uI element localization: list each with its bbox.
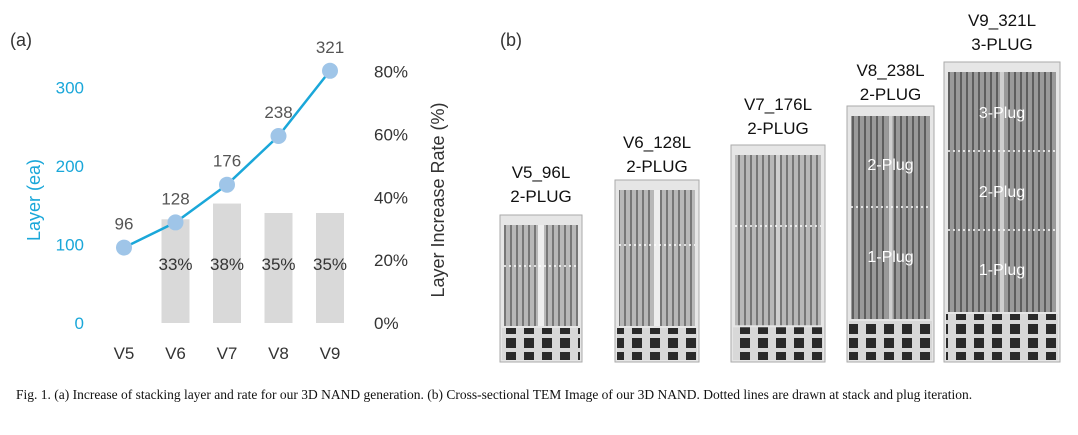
left-tick-label: 200	[56, 157, 84, 176]
tem-title-generation: V8_238L	[856, 61, 924, 80]
rate-bars	[161, 203, 344, 323]
layer-point	[116, 239, 132, 256]
tem-slit	[654, 190, 660, 326]
tem-slit	[888, 116, 893, 320]
left-tick-label: 0	[75, 314, 84, 333]
tem-plug-label: 1-Plug	[979, 262, 1025, 279]
tem-bottom-circuit	[502, 328, 580, 360]
tem-slit	[776, 155, 780, 326]
tem-image-group: V6_128L 2-PLUG	[614, 133, 700, 363]
layer-point-label: 128	[161, 189, 189, 208]
layer-point	[167, 214, 184, 231]
x-axis-ticks: V5 V6 V7 V8 V9	[114, 344, 341, 363]
tem-bottom-circuit	[733, 327, 823, 360]
tem-images: V5_96L2-PLUGV6_128L2-PLUGV7_176L2-PLUGV8…	[499, 11, 1061, 363]
right-tick-label: 20%	[374, 251, 408, 270]
tem-title-plug: 2-PLUG	[860, 85, 921, 104]
layer-point-label: 176	[213, 152, 241, 171]
right-tick-label: 0%	[374, 314, 399, 333]
tem-plug-label: 2-Plug	[979, 184, 1025, 201]
layer-chart: 0 100 200 300 0% 20% 40% 60% 80% V5 V6 V7 V8 V9 96 1…	[24, 38, 448, 363]
rate-bar-label: 35%	[313, 255, 347, 274]
tem-bottom-circuit	[946, 314, 1058, 360]
tem-plug-label: 3-Plug	[979, 105, 1025, 122]
x-tick-label: V5	[114, 344, 135, 363]
tem-plug-label: 1-Plug	[867, 249, 913, 266]
left-tick-label: 100	[56, 235, 84, 254]
tem-title-plug: 2-PLUG	[510, 187, 571, 206]
tem-image-group: V7_176L 2-PLUG	[730, 95, 826, 363]
tem-title-generation: V6_128L	[623, 133, 691, 152]
layer-point-label: 238	[264, 103, 292, 122]
layer-point	[322, 62, 338, 79]
layer-point-label: 96	[115, 215, 134, 234]
tem-slit	[538, 225, 544, 326]
right-tick-label: 60%	[374, 125, 408, 144]
tem-title-generation: V7_176L	[744, 95, 812, 114]
rate-bar	[264, 213, 293, 323]
layer-point	[219, 176, 235, 193]
layer-points	[116, 62, 338, 256]
layer-point	[270, 128, 287, 144]
figure-caption: Fig. 1. (a) Increase of stacking layer a…	[16, 387, 973, 402]
rate-bar-label: 35%	[261, 255, 295, 274]
tem-image-group: V5_96L 2-PLUG	[499, 163, 583, 363]
layer-point-labels: 96 128 176 238 321	[115, 38, 345, 234]
x-tick-label: V8	[268, 344, 289, 363]
figure: (a) 0 100 200 300 0% 20% 40% 60% 80% V5 V6 V7 V8 V9…	[10, 11, 1061, 363]
right-axis-ticks: 0% 20% 40% 60% 80%	[374, 63, 408, 333]
tem-title-plug: 2-PLUG	[626, 157, 687, 176]
tem-title-generation: V9_321L	[968, 11, 1036, 30]
left-axis-ticks: 0 100 200 300	[56, 78, 84, 333]
rate-bar	[213, 203, 241, 323]
y2-axis-title: Layer Increase Rate (%)	[428, 102, 448, 297]
layer-point-label: 321	[316, 38, 344, 57]
tem-title-plug: 3-PLUG	[971, 35, 1032, 54]
right-tick-label: 40%	[374, 188, 408, 207]
rate-bar-labels: 33% 38% 35% 35%	[158, 255, 347, 274]
x-tick-label: V6	[165, 344, 186, 363]
tem-image-group: V9_321L 3-PLUG 3-Plug 2-Plug 1-Plug	[943, 11, 1061, 363]
tem-title-generation: V5_96L	[512, 163, 571, 182]
right-tick-label: 80%	[374, 63, 408, 82]
tem-bottom-circuit	[849, 321, 932, 360]
x-tick-label: V9	[320, 344, 341, 363]
tem-slit	[1000, 72, 1004, 312]
tem-bottom-circuit	[617, 328, 697, 360]
y-axis-title: Layer (ea)	[24, 159, 44, 241]
panel-a-label: (a)	[10, 30, 32, 50]
panel-b-label: (b)	[500, 30, 522, 50]
rate-bar-label: 38%	[210, 255, 244, 274]
tem-title-plug: 2-PLUG	[747, 119, 808, 138]
tem-image-group: V8_238L 2-PLUG 2-Plug 1-Plug	[846, 61, 935, 363]
rate-bar	[316, 213, 344, 323]
left-tick-label: 300	[56, 78, 84, 97]
rate-bar-label: 33%	[158, 255, 192, 274]
x-tick-label: V7	[217, 344, 238, 363]
tem-plug-label: 2-Plug	[867, 157, 913, 174]
rate-bar	[161, 219, 190, 323]
